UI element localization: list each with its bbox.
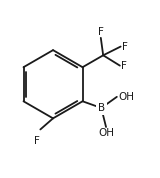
Text: OH: OH (118, 92, 134, 102)
Text: B: B (98, 103, 105, 113)
Text: F: F (122, 42, 128, 52)
Text: F: F (121, 61, 127, 71)
Text: OH: OH (98, 128, 114, 138)
Text: F: F (34, 136, 40, 146)
Text: F: F (98, 27, 104, 37)
